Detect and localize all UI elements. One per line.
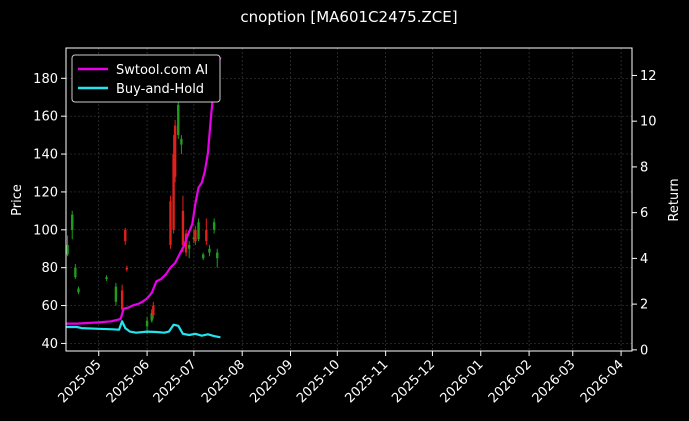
candle: [212, 218, 216, 234]
candle-body: [125, 267, 129, 270]
candle-body: [197, 222, 200, 240]
candle: [208, 244, 211, 257]
candle-body: [169, 201, 172, 245]
y-axis-right-label: Return: [667, 178, 682, 221]
candle: [187, 241, 191, 259]
legend: Swtool.com AI Buy-and-Hold: [71, 54, 221, 103]
candle: [169, 195, 172, 249]
candle-body: [194, 229, 197, 242]
candle: [216, 248, 219, 268]
legend-label-benchmark: Buy-and-Hold: [116, 82, 204, 97]
candle: [120, 284, 124, 314]
candle: [152, 301, 155, 319]
y-right-tick-label: 4: [640, 252, 648, 267]
plot-frame: [65, 47, 633, 352]
candle-body: [124, 229, 127, 242]
series-line-benchmark: [66, 320, 221, 339]
candle: [124, 227, 127, 245]
grid: [66, 48, 632, 351]
candle: [202, 252, 205, 261]
y-axis-left-label: Price: [10, 184, 25, 216]
candle: [205, 218, 208, 245]
chart-title: cnoption [MA601C2475.ZCE]: [240, 8, 457, 26]
y-right-tick-label: 0: [640, 343, 648, 358]
y-right-tick-label: 8: [640, 160, 648, 175]
y-left-tick-label: 80: [41, 261, 58, 276]
legend-label-strategy: Swtool.com AI: [116, 63, 208, 78]
candle: [125, 265, 129, 272]
candle-body: [216, 252, 219, 259]
candle: [71, 210, 74, 240]
candle-body: [77, 288, 80, 293]
y-left-tick-label: 100: [33, 223, 58, 238]
y-right-tick-label: 2: [640, 298, 648, 313]
candle-body: [150, 313, 153, 321]
candle-body: [205, 229, 208, 242]
y-left-tick-label: 180: [33, 72, 58, 87]
candle: [192, 229, 196, 244]
y-left-tick-label: 140: [33, 148, 58, 163]
y-left-tick-label: 160: [33, 110, 58, 125]
candle: [105, 275, 108, 281]
candle: [114, 282, 118, 306]
candle-body: [105, 277, 108, 280]
y-left-tick-label: 40: [41, 337, 58, 352]
candle: [150, 309, 153, 323]
candle-body: [173, 125, 177, 177]
y-left-tick-label: 120: [33, 185, 58, 200]
candle-body: [177, 104, 180, 136]
candle-body: [114, 286, 118, 302]
candle-body: [208, 248, 211, 253]
series-line-strategy: [66, 56, 222, 325]
candles: [66, 101, 219, 334]
y-axis-right: 0 2 4 6 8 10 12: [632, 69, 657, 358]
y-right-tick-label: 10: [640, 115, 657, 130]
y-right-tick-label: 12: [640, 69, 657, 84]
candle-body: [66, 244, 69, 255]
y-right-tick-label: 6: [640, 206, 648, 221]
candle-body: [74, 267, 77, 278]
y-axis-left: 40 60 80 100 120 140 160 180: [33, 72, 66, 352]
candle: [66, 235, 69, 257]
candle-body: [181, 210, 185, 245]
candle: [172, 135, 175, 234]
candle-body: [120, 290, 124, 310]
candle-body: [187, 244, 191, 249]
candle: [74, 263, 77, 280]
candle: [177, 101, 180, 139]
candle-body: [152, 305, 155, 316]
candle-body: [145, 320, 149, 327]
candle-body: [172, 154, 175, 230]
candle: [181, 195, 185, 253]
candle: [194, 226, 197, 245]
series-lines: [66, 56, 222, 339]
candle: [197, 218, 200, 242]
candle-body: [71, 214, 74, 230]
candle: [77, 286, 80, 295]
candle-body: [212, 222, 216, 230]
candle: [180, 135, 183, 155]
candle-body: [192, 237, 196, 240]
candle: [173, 119, 177, 183]
legend-box: [71, 54, 221, 103]
candle-body: [180, 138, 183, 145]
y-left-tick-label: 60: [41, 299, 58, 314]
candle-body: [202, 254, 205, 259]
